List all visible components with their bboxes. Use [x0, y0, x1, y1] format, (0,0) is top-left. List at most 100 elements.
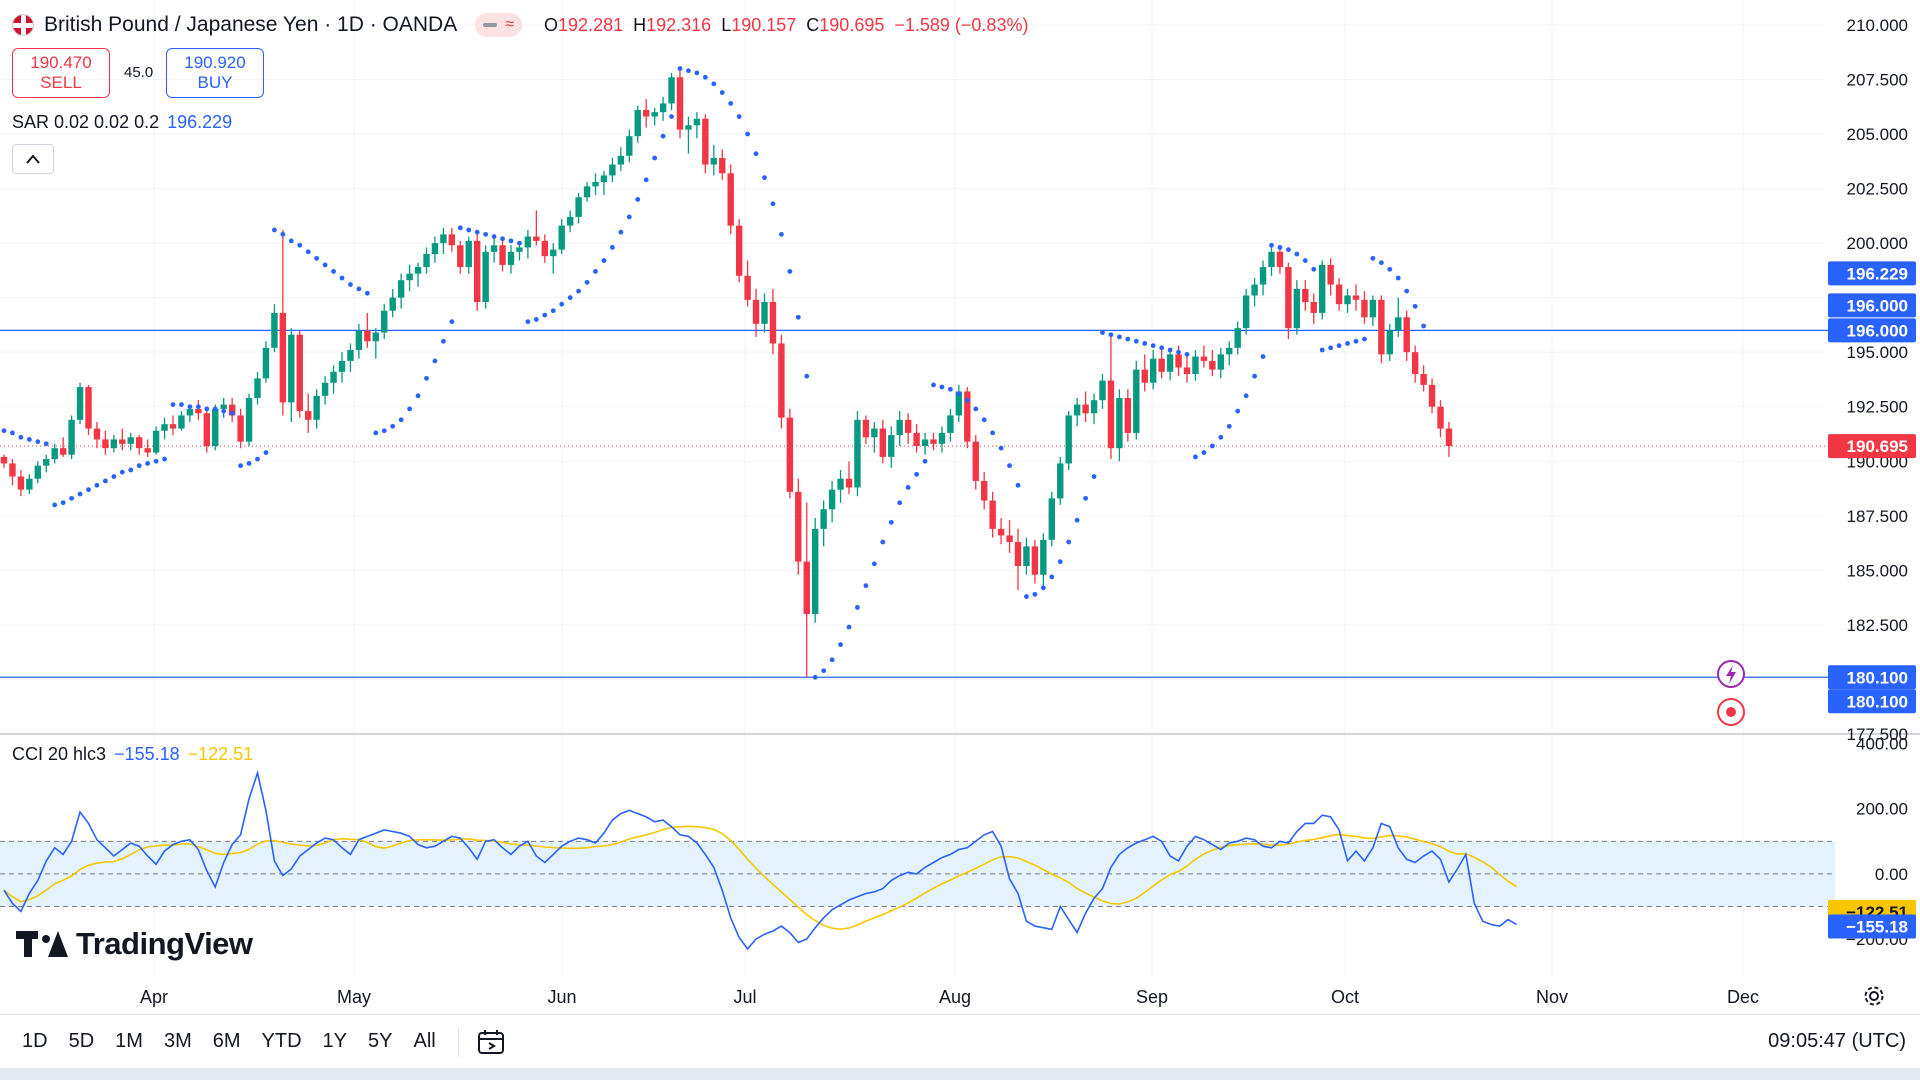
candle-body [1395, 317, 1402, 331]
candle-body [820, 509, 827, 529]
price-tick-label: 192.500 [1847, 398, 1908, 417]
candle-body [541, 240, 548, 257]
candle-body [330, 371, 337, 383]
sar-dot [618, 229, 624, 235]
candle [1158, 347, 1165, 379]
cci-tick-label: 400.00 [1856, 735, 1908, 754]
timeframe-5d[interactable]: 5D [68, 1030, 95, 1052]
candle [448, 227, 456, 252]
sar-dot [1, 428, 7, 434]
candle [440, 227, 447, 254]
sar-dot [145, 461, 151, 466]
candle [85, 384, 92, 436]
sar-dot [829, 657, 835, 663]
candle [676, 68, 684, 139]
candle [305, 393, 312, 433]
sar-dot [762, 175, 767, 181]
candle-body [795, 491, 802, 562]
candle [1217, 347, 1224, 379]
candle-body [1251, 284, 1258, 296]
sar-dot [1007, 463, 1012, 469]
candle [820, 500, 827, 547]
candle [871, 422, 878, 453]
cci-legend-label: CCI 20 hlc3 [12, 744, 107, 764]
timeframe-1m[interactable]: 1M [115, 1030, 143, 1052]
candle [490, 238, 498, 263]
sar-dot [18, 434, 24, 440]
sar-dot [702, 74, 708, 80]
gear-icon[interactable] [1862, 984, 1886, 1008]
price-tag: 196.000 [1828, 318, 1916, 343]
timeframe-1d[interactable]: 1D [22, 1030, 48, 1052]
sar-dot [1159, 345, 1165, 351]
sar-dot [424, 375, 429, 381]
timeframe-ytd[interactable]: YTD [261, 1030, 302, 1052]
sar-dot [1243, 393, 1249, 399]
candle [854, 411, 861, 497]
timeframe-5y[interactable]: 5Y [368, 1030, 393, 1052]
timeframe-3m[interactable]: 3M [163, 1030, 192, 1052]
timeframe-1y[interactable]: 1Y [322, 1030, 348, 1052]
sar-dot [559, 301, 565, 307]
collapse-legend-button[interactable] [12, 144, 54, 174]
candle-body [1040, 539, 1047, 575]
candle-body [727, 173, 734, 226]
sar-dot [432, 358, 438, 364]
candle [685, 116, 692, 154]
timeframe-all[interactable]: All [413, 1030, 436, 1052]
sar-legend[interactable]: SAR 0.02 0.02 0.2 196.229 [12, 112, 232, 133]
cci-tag-label: −155.18 [1846, 918, 1908, 937]
candle-body [913, 432, 920, 446]
candle [1395, 297, 1402, 337]
price-tick-label: 210.000 [1847, 16, 1908, 35]
candle-body [854, 419, 861, 488]
candle-body [34, 465, 41, 479]
sar-dot [736, 114, 742, 119]
candle-body [178, 415, 185, 429]
candle-body [1344, 295, 1351, 305]
candle [972, 435, 979, 490]
sell-button[interactable]: 190.470 SELL [12, 48, 110, 98]
timeframe-6m[interactable]: 6M [212, 1030, 241, 1052]
utc-clock[interactable]: 09:05:47 (UTC) [1768, 1030, 1906, 1052]
up-chevron-icon [26, 154, 40, 164]
candle [1319, 260, 1326, 320]
candle-body [1327, 264, 1334, 285]
candle [1437, 400, 1444, 438]
sar-dot [1226, 423, 1232, 429]
sar-dot [398, 417, 404, 423]
sar-dot [880, 539, 886, 545]
candle-body [457, 245, 464, 268]
candle [423, 247, 430, 274]
sar-dot [610, 245, 615, 250]
candle [1226, 341, 1233, 366]
candle [1352, 284, 1360, 311]
symbol-header[interactable]: British Pound / Japanese Yen · 1D · OAND… [12, 10, 1028, 40]
candle [0, 454, 8, 468]
chart-type-pill[interactable]: ≈ [475, 13, 523, 37]
candle [397, 273, 405, 309]
sar-dot [331, 269, 336, 274]
candle-body [1192, 356, 1199, 374]
candle [879, 419, 886, 464]
candle-body [812, 528, 819, 614]
calendar-icon[interactable] [477, 1029, 505, 1055]
candle-body [43, 459, 50, 466]
price-tag-label: 196.000 [1847, 296, 1908, 315]
sar-dot [204, 406, 210, 412]
candle [1192, 350, 1199, 381]
time-tick-label: Dec [1727, 987, 1759, 1007]
candle [465, 236, 472, 274]
cci-legend[interactable]: CCI 20 hlc3 −155.18 −122.51 [12, 744, 253, 765]
price-tick-label: 185.000 [1847, 561, 1908, 580]
symbol-title[interactable]: British Pound / Japanese Yen · 1D · OAND… [44, 13, 458, 36]
cci-line [3, 769, 1517, 951]
candle-body [659, 103, 667, 113]
sar-dot [1142, 341, 1148, 346]
sar-dot [1302, 258, 1308, 263]
candle [313, 389, 320, 429]
candle [414, 262, 422, 287]
buy-button[interactable]: 190.920 BUY [166, 48, 264, 98]
candle [1209, 350, 1216, 377]
